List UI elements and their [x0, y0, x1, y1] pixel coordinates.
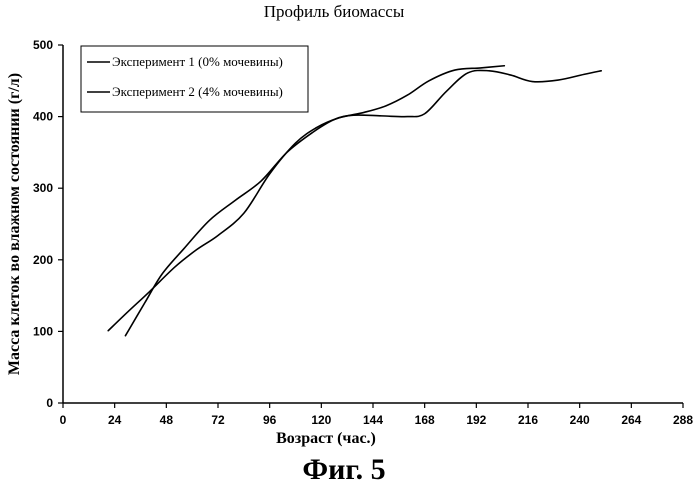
- x-tick-label: 120: [311, 413, 331, 427]
- y-tick-label: 200: [33, 253, 53, 267]
- axis-ticks: 0 24 48 72 96 120 144 168 192 216 240 264 288 0 100 200…: [33, 38, 693, 427]
- legend: Эксперимент 1 (0% мочевины) Эксперимент …: [80, 45, 309, 113]
- x-tick-label: 72: [211, 413, 225, 427]
- x-tick-label: 192: [466, 413, 486, 427]
- x-tick-label: 144: [363, 413, 383, 427]
- legend-box: [80, 45, 309, 113]
- x-tick-label: 96: [263, 413, 277, 427]
- series-line-2: [124, 69, 602, 337]
- x-tick-label: 240: [570, 413, 590, 427]
- y-axis-label: Масса клеток во влажном состоянии (г/л): [6, 73, 23, 375]
- y-tick-label: 300: [33, 181, 53, 195]
- chart-title: Профиль биомассы: [264, 2, 405, 21]
- x-tick-label: 48: [160, 413, 174, 427]
- x-tick-label: 24: [108, 413, 122, 427]
- y-tick-label: 100: [33, 324, 53, 338]
- x-tick-label: 168: [415, 413, 435, 427]
- y-tick-label: 0: [46, 396, 53, 410]
- legend-entry-1: Эксперимент 1 (0% мочевины): [112, 54, 283, 69]
- x-axis-label: Возраст (час.): [276, 430, 376, 447]
- x-tick-label: 0: [60, 413, 67, 427]
- plot-area: 0 24 48 72 96 120 144 168 192 216 240 264 288 0 100 200…: [33, 38, 693, 427]
- series-layer: [107, 64, 602, 337]
- series-line-1: [107, 64, 506, 332]
- figure-label: Фиг. 5: [302, 453, 385, 484]
- x-tick-label: 288: [673, 413, 693, 427]
- y-tick-label: 400: [33, 110, 53, 124]
- legend-entry-2: Эксперимент 2 (4% мочевины): [112, 84, 283, 99]
- x-tick-label: 216: [518, 413, 538, 427]
- y-tick-label: 500: [33, 38, 53, 52]
- x-tick-label: 264: [621, 413, 641, 427]
